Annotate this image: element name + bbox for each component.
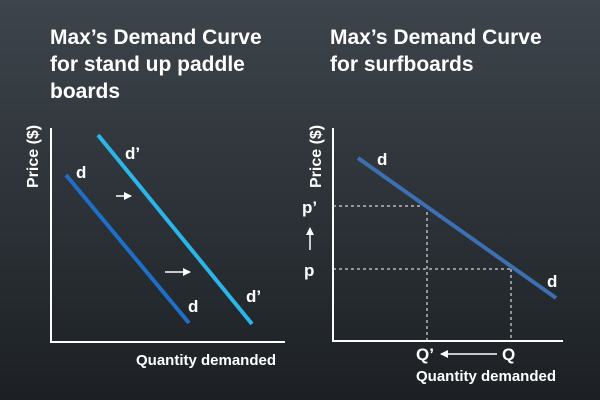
right-quantity-label-q-prime: Q’	[416, 345, 434, 364]
right-label-d-bottom: d	[547, 272, 557, 291]
left-label-d-top: d	[76, 163, 86, 182]
left-label-d-bottom: d	[188, 297, 198, 316]
right-price-label-p-prime: p’	[302, 198, 317, 217]
left-title-line-1: Max’s Demand Curve	[50, 26, 262, 49]
left-axes	[50, 128, 285, 343]
right-quantity-label-q: Q	[502, 345, 515, 364]
right-label-d-top: d	[377, 150, 387, 169]
right-price-label-p: p	[304, 261, 314, 280]
right-curve-d	[356, 156, 558, 300]
left-x-axis-label: Quantity demanded	[136, 352, 276, 369]
left-curve-d-prime	[96, 133, 254, 326]
right-title-line-1: Max’s Demand Curve	[330, 26, 542, 49]
right-title-line-2: for surfboards	[330, 53, 474, 76]
left-title-line-3: boards	[50, 80, 121, 103]
left-title-line-2: for stand up paddle	[50, 53, 245, 76]
right-axes	[332, 128, 563, 342]
left-chart: Price ($) Quantity demanded d d d’ d’	[25, 125, 285, 369]
left-label-d-prime-top: d’	[125, 144, 140, 163]
left-panel-title: Max’s Demand Curve for stand up paddle b…	[50, 24, 300, 105]
right-y-axis-label: Price ($)	[308, 125, 325, 188]
left-label-d-prime-bottom: d’	[246, 287, 261, 306]
left-y-axis-label: Price ($)	[25, 125, 42, 188]
left-curve-d	[64, 173, 191, 325]
right-chart: Price ($) Quantity demanded d d p’ p Q’ …	[302, 125, 563, 385]
right-x-axis-label: Quantity demanded	[416, 368, 556, 385]
right-panel-title: Max’s Demand Curve for surfboards	[330, 24, 580, 78]
